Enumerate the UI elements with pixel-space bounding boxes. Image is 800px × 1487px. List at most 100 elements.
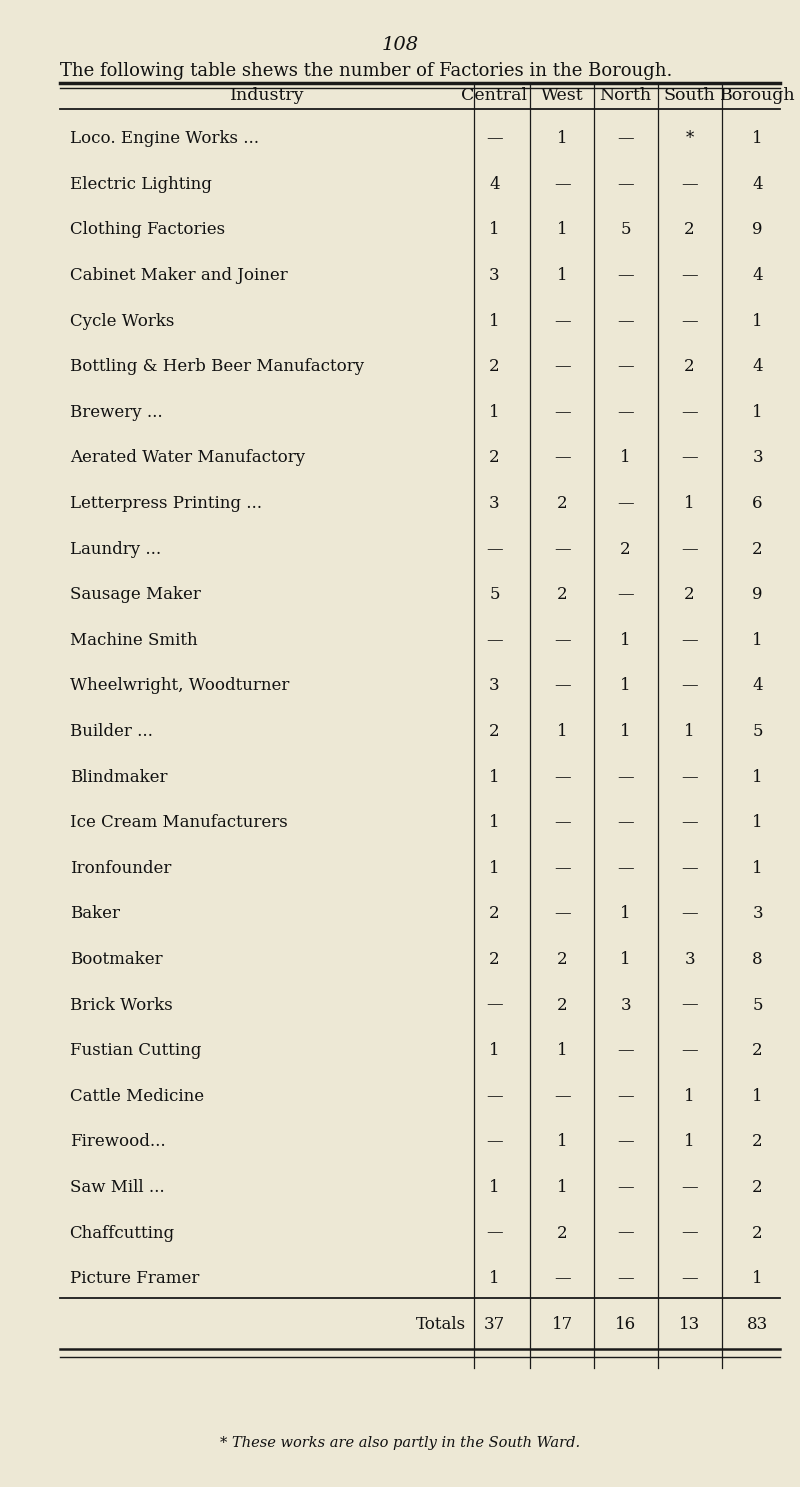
Text: 1: 1	[752, 632, 763, 648]
Text: 1: 1	[752, 312, 763, 330]
Text: 5: 5	[620, 222, 631, 238]
Text: —: —	[554, 1270, 570, 1288]
Text: —: —	[682, 678, 698, 694]
Text: Central: Central	[462, 86, 527, 104]
Text: —: —	[618, 358, 634, 375]
Text: —: —	[682, 1179, 698, 1196]
Text: Saw Mill ...: Saw Mill ...	[70, 1179, 164, 1196]
Text: —: —	[554, 859, 570, 877]
Text: Letterpress Printing ...: Letterpress Printing ...	[70, 495, 262, 512]
Text: Laundry ...: Laundry ...	[70, 541, 161, 558]
Text: —: —	[486, 1133, 502, 1151]
Text: 1: 1	[557, 222, 568, 238]
Text: —: —	[618, 1133, 634, 1151]
Text: 2: 2	[489, 358, 500, 375]
Text: 2: 2	[557, 952, 568, 968]
Text: 3: 3	[752, 906, 763, 922]
Text: Fustian Cutting: Fustian Cutting	[70, 1042, 201, 1059]
Text: 1: 1	[752, 1088, 763, 1105]
Text: Baker: Baker	[70, 906, 120, 922]
Text: —: —	[618, 1042, 634, 1059]
Text: 16: 16	[615, 1316, 636, 1332]
Text: —: —	[554, 312, 570, 330]
Text: Clothing Factories: Clothing Factories	[70, 222, 225, 238]
Text: Wheelwright, Woodturner: Wheelwright, Woodturner	[70, 678, 289, 694]
Text: 1: 1	[557, 723, 568, 741]
Text: 4: 4	[752, 175, 763, 193]
Text: 2: 2	[557, 586, 568, 604]
Text: —: —	[682, 1042, 698, 1059]
Text: 2: 2	[557, 495, 568, 512]
Text: —: —	[554, 815, 570, 831]
Text: —: —	[682, 449, 698, 467]
Text: 108: 108	[382, 36, 418, 55]
Text: 2: 2	[620, 541, 631, 558]
Text: —: —	[554, 906, 570, 922]
Text: 4: 4	[489, 175, 500, 193]
Text: 2: 2	[684, 358, 695, 375]
Text: 1: 1	[752, 815, 763, 831]
Text: 2: 2	[557, 996, 568, 1014]
Text: Cattle Medicine: Cattle Medicine	[70, 1088, 204, 1105]
Text: *: *	[686, 131, 694, 147]
Text: —: —	[486, 1224, 502, 1242]
Text: 6: 6	[752, 495, 763, 512]
Text: 1: 1	[684, 1088, 695, 1105]
Text: —: —	[554, 1088, 570, 1105]
Text: —: —	[486, 1088, 502, 1105]
Text: West: West	[541, 86, 584, 104]
Text: 2: 2	[752, 1042, 763, 1059]
Text: —: —	[618, 175, 634, 193]
Text: Borough: Borough	[720, 86, 795, 104]
Text: —: —	[618, 312, 634, 330]
Text: 2: 2	[489, 723, 500, 741]
Text: 1: 1	[557, 131, 568, 147]
Text: —: —	[682, 815, 698, 831]
Text: 3: 3	[620, 996, 631, 1014]
Text: 1: 1	[620, 906, 631, 922]
Text: 5: 5	[752, 723, 763, 741]
Text: 1: 1	[557, 1042, 568, 1059]
Text: —: —	[682, 996, 698, 1014]
Text: —: —	[486, 541, 502, 558]
Text: —: —	[554, 449, 570, 467]
Text: —: —	[618, 495, 634, 512]
Text: Picture Framer: Picture Framer	[70, 1270, 199, 1288]
Text: 83: 83	[747, 1316, 768, 1332]
Text: —: —	[618, 131, 634, 147]
Text: 1: 1	[489, 1179, 500, 1196]
Text: South: South	[664, 86, 715, 104]
Text: 2: 2	[489, 952, 500, 968]
Text: 1: 1	[489, 859, 500, 877]
Text: Blindmaker: Blindmaker	[70, 769, 167, 785]
Text: North: North	[599, 86, 652, 104]
Text: Builder ...: Builder ...	[70, 723, 153, 741]
Text: 17: 17	[552, 1316, 573, 1332]
Text: —: —	[618, 1179, 634, 1196]
Text: 4: 4	[752, 358, 763, 375]
Text: Ice Cream Manufacturers: Ice Cream Manufacturers	[70, 815, 287, 831]
Text: Aerated Water Manufactory: Aerated Water Manufactory	[70, 449, 305, 467]
Text: —: —	[682, 906, 698, 922]
Text: 3: 3	[684, 952, 695, 968]
Text: 1: 1	[620, 723, 631, 741]
Text: —: —	[554, 632, 570, 648]
Text: —: —	[682, 268, 698, 284]
Text: —: —	[618, 1270, 634, 1288]
Text: 5: 5	[489, 586, 500, 604]
Text: 2: 2	[752, 1133, 763, 1151]
Text: 2: 2	[489, 449, 500, 467]
Text: Loco. Engine Works ...: Loco. Engine Works ...	[70, 131, 258, 147]
Text: 4: 4	[752, 268, 763, 284]
Text: —: —	[554, 404, 570, 421]
Text: Bootmaker: Bootmaker	[70, 952, 162, 968]
Text: 2: 2	[489, 906, 500, 922]
Text: —: —	[618, 769, 634, 785]
Text: The following table shews the number of Factories in the Borough.: The following table shews the number of …	[60, 62, 672, 80]
Text: 1: 1	[489, 769, 500, 785]
Text: —: —	[618, 815, 634, 831]
Text: 1: 1	[684, 495, 695, 512]
Text: 1: 1	[620, 678, 631, 694]
Text: —: —	[618, 404, 634, 421]
Text: 2: 2	[752, 541, 763, 558]
